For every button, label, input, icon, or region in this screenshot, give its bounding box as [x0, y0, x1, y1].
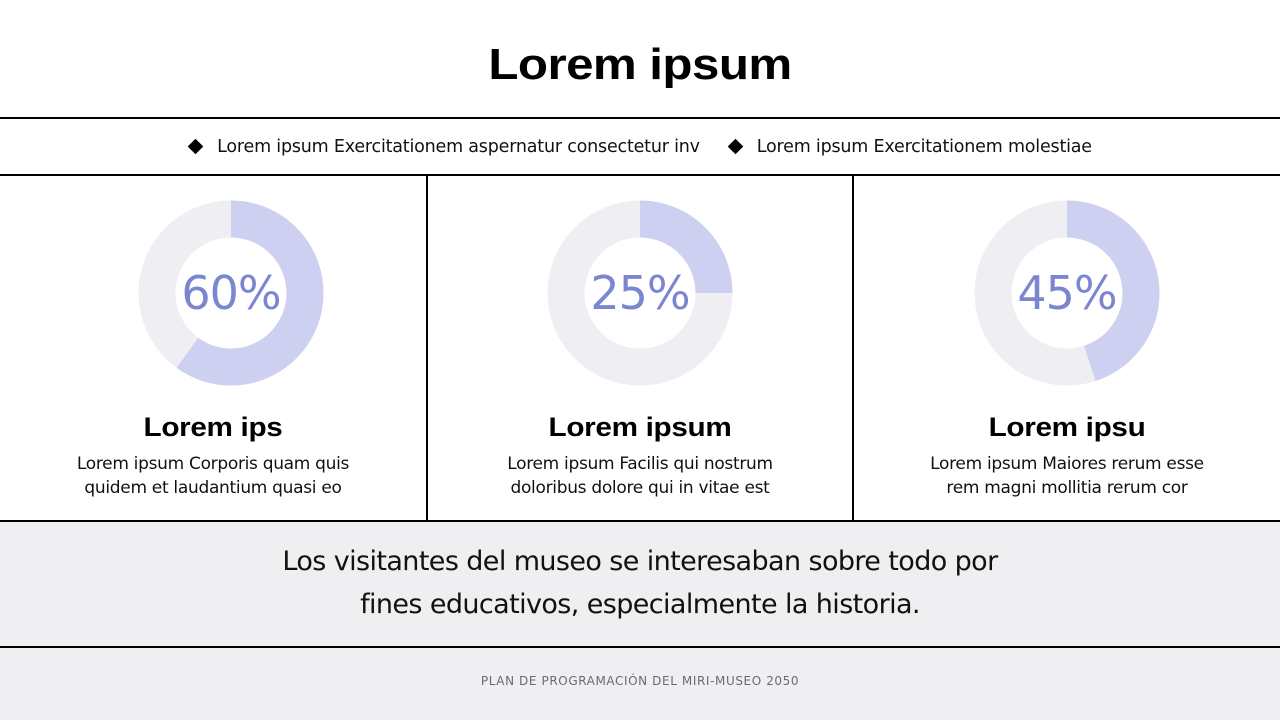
column-divider	[852, 175, 854, 521]
percent-label: 25%	[590, 266, 690, 320]
footer-text: PLAN DE PROGRAMACIÓN DEL MIRI-MUSEO 2050	[480, 674, 800, 688]
statement-line: fines educativos, especialmente la histo…	[360, 589, 920, 620]
column-description: Lorem ipsum Maiores rerum esse rem magni…	[854, 452, 1280, 500]
bullet-item: Lorem ipsum Exercitationem aspernatur co…	[187, 136, 700, 157]
description-line: Lorem ipsum Corporis quam quis	[76, 454, 350, 474]
column-description: Lorem ipsum Facilis qui nostrum doloribu…	[428, 452, 852, 500]
donut-chart: 60%	[138, 200, 324, 386]
percent-label: 60%	[181, 266, 281, 320]
description-line: quidem et laudantium quasi eo	[84, 478, 342, 498]
bullet-text: Lorem ipsum Exercitationem aspernatur co…	[217, 136, 700, 157]
summary-band	[0, 522, 1280, 720]
divider-top	[0, 117, 1280, 119]
stat-column: 60% Lorem ips Lorem ipsum Corporis quam …	[0, 176, 426, 520]
divider-band-top	[0, 520, 1280, 522]
donut-chart: 45%	[974, 200, 1160, 386]
divider-footer	[0, 646, 1280, 648]
diamond-icon	[727, 138, 744, 155]
statement-line: Los visitantes del museo se interesaban …	[282, 546, 998, 577]
column-divider	[426, 175, 428, 521]
summary-statement: Los visitantes del museo se interesaban …	[0, 540, 1280, 626]
column-title: Lorem ipsu	[988, 412, 1146, 442]
bullet-item: Lorem ipsum Exercitationem molestiae	[727, 136, 1092, 157]
stat-column: 25% Lorem ipsum Lorem ipsum Facilis qui …	[428, 176, 852, 520]
donut-ring	[547, 200, 733, 386]
stat-column: 45% Lorem ipsu Lorem ipsum Maiores rerum…	[854, 176, 1280, 520]
diamond-icon	[187, 138, 204, 155]
description-line: Lorem ipsum Maiores rerum esse	[930, 454, 1204, 474]
description-line: doloribus dolore qui in vitae est	[510, 478, 770, 498]
bullet-text: Lorem ipsum Exercitationem molestiae	[756, 136, 1092, 157]
page-title: Lorem ipsum	[488, 40, 792, 89]
divider-columns-top	[0, 174, 1280, 176]
description-line: rem magni mollitia rerum cor	[946, 478, 1188, 498]
donut-chart: 25%	[547, 200, 733, 386]
description-line: Lorem ipsum Facilis qui nostrum	[507, 454, 773, 474]
column-title: Lorem ips	[143, 412, 283, 442]
bullet-row: Lorem ipsum Exercitationem aspernatur co…	[0, 119, 1280, 174]
donut-ring	[138, 200, 324, 386]
percent-label: 45%	[1017, 266, 1117, 320]
column-title: Lorem ipsum	[548, 412, 732, 442]
donut-ring	[974, 200, 1160, 386]
column-description: Lorem ipsum Corporis quam quis quidem et…	[0, 452, 426, 500]
